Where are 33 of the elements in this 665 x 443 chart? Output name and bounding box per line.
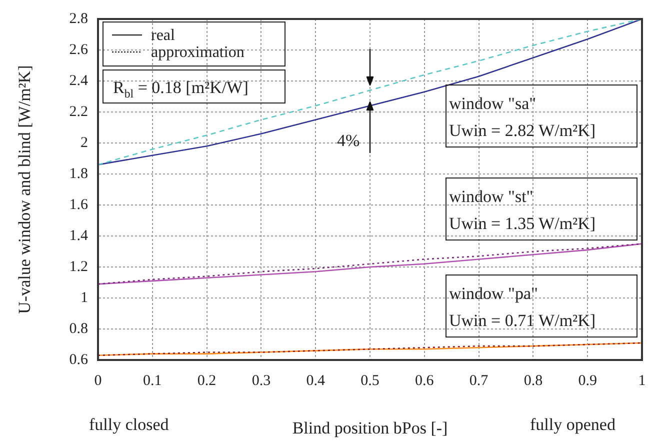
y-tick-label: 1.2 (69, 258, 88, 275)
y-tick-label: 2.4 (69, 72, 88, 89)
x-tick-label: 0.4 (306, 372, 326, 389)
y-axis-title: U-value window and blind [W/m²K] (15, 65, 34, 314)
y-tick-label: 0.8 (69, 320, 88, 337)
y-tick-label: 0.6 (69, 352, 88, 368)
x-tick-label: 0.1 (143, 372, 162, 389)
x-tick-label: 0.8 (524, 372, 543, 389)
annotation: window "sa" Uwin = 2.82 W/m²K] (449, 94, 596, 140)
annotation: approximation (151, 44, 244, 61)
y-tick-label: 1.8 (69, 166, 88, 182)
y-tick-label: 1 (80, 290, 88, 306)
y-tick-label: 1.4 (69, 228, 88, 244)
x-tick-label: 0.5 (360, 372, 380, 389)
y-tick-label: 1.6 (69, 196, 88, 213)
y-tick-label: 2.8 (69, 10, 88, 27)
annotation: 4% (337, 131, 360, 150)
x-tick-label: 0.6 (415, 372, 434, 389)
annotation: window "pa" Uwin = 0.71 W/m²K] (449, 284, 596, 330)
x-axis-title: Blind position bPos [-] (292, 418, 448, 438)
x-tick-label: 0.9 (578, 372, 597, 389)
y-tick-label: 2 (80, 134, 88, 151)
x-tick-label: 0 (94, 372, 102, 389)
text: fully closed (89, 415, 170, 434)
x-tick-label: 0.7 (469, 372, 489, 389)
x-tick-label: 1 (638, 372, 646, 389)
y-tick-label: 2.2 (69, 104, 88, 120)
x-tick-label: 0.2 (197, 372, 216, 389)
text: fully opened (530, 415, 616, 434)
y-tick-label: 2.6 (69, 42, 88, 58)
x-tick-label: 0.3 (252, 372, 271, 389)
annotation: real (151, 27, 176, 44)
annotation: window "st" Uwin = 1.35 W/m²K] (449, 187, 596, 233)
